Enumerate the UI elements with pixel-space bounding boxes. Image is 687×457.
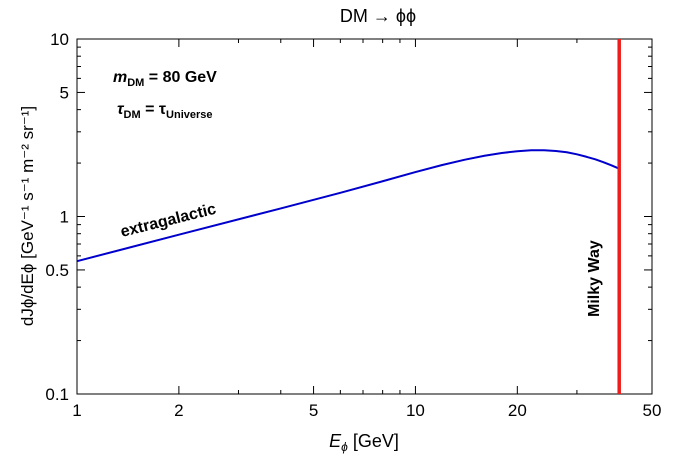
x-tick-label: 2 [174,401,183,420]
y-tick-label: 10 [50,30,69,49]
y-tick-label: 0.5 [45,261,69,280]
y-tick-label: 1 [60,208,69,227]
series-label-extragalactic: extragalactic [119,201,218,241]
chart-title: DM → ϕϕ [340,6,416,26]
x-tick-label: 10 [406,401,425,420]
tick-group: 1 2 5 10 20 50 0.1 0.5 1 5 10 [45,30,661,420]
series-extragalactic-line [76,149,620,263]
x-tick-label: 20 [508,401,527,420]
annotation-mass: mDM = 80 GeV [113,69,217,89]
annotation-lifetime: τDM = τUniverse [117,101,213,121]
series-group [76,39,621,394]
y-axis-label: dJϕ/dEϕ [GeV⁻¹ s⁻¹ m⁻² sr⁻¹] [18,106,37,326]
y-tick-label: 5 [60,83,69,102]
x-axis-label: Eϕ [GeV] [329,431,399,454]
series-label-milky-way: Milky Way [586,240,603,317]
x-tick-label: 5 [309,401,318,420]
y-tick-label: 0.1 [45,385,69,404]
x-tick-label: 50 [643,401,662,420]
x-tick-label: 1 [72,401,81,420]
